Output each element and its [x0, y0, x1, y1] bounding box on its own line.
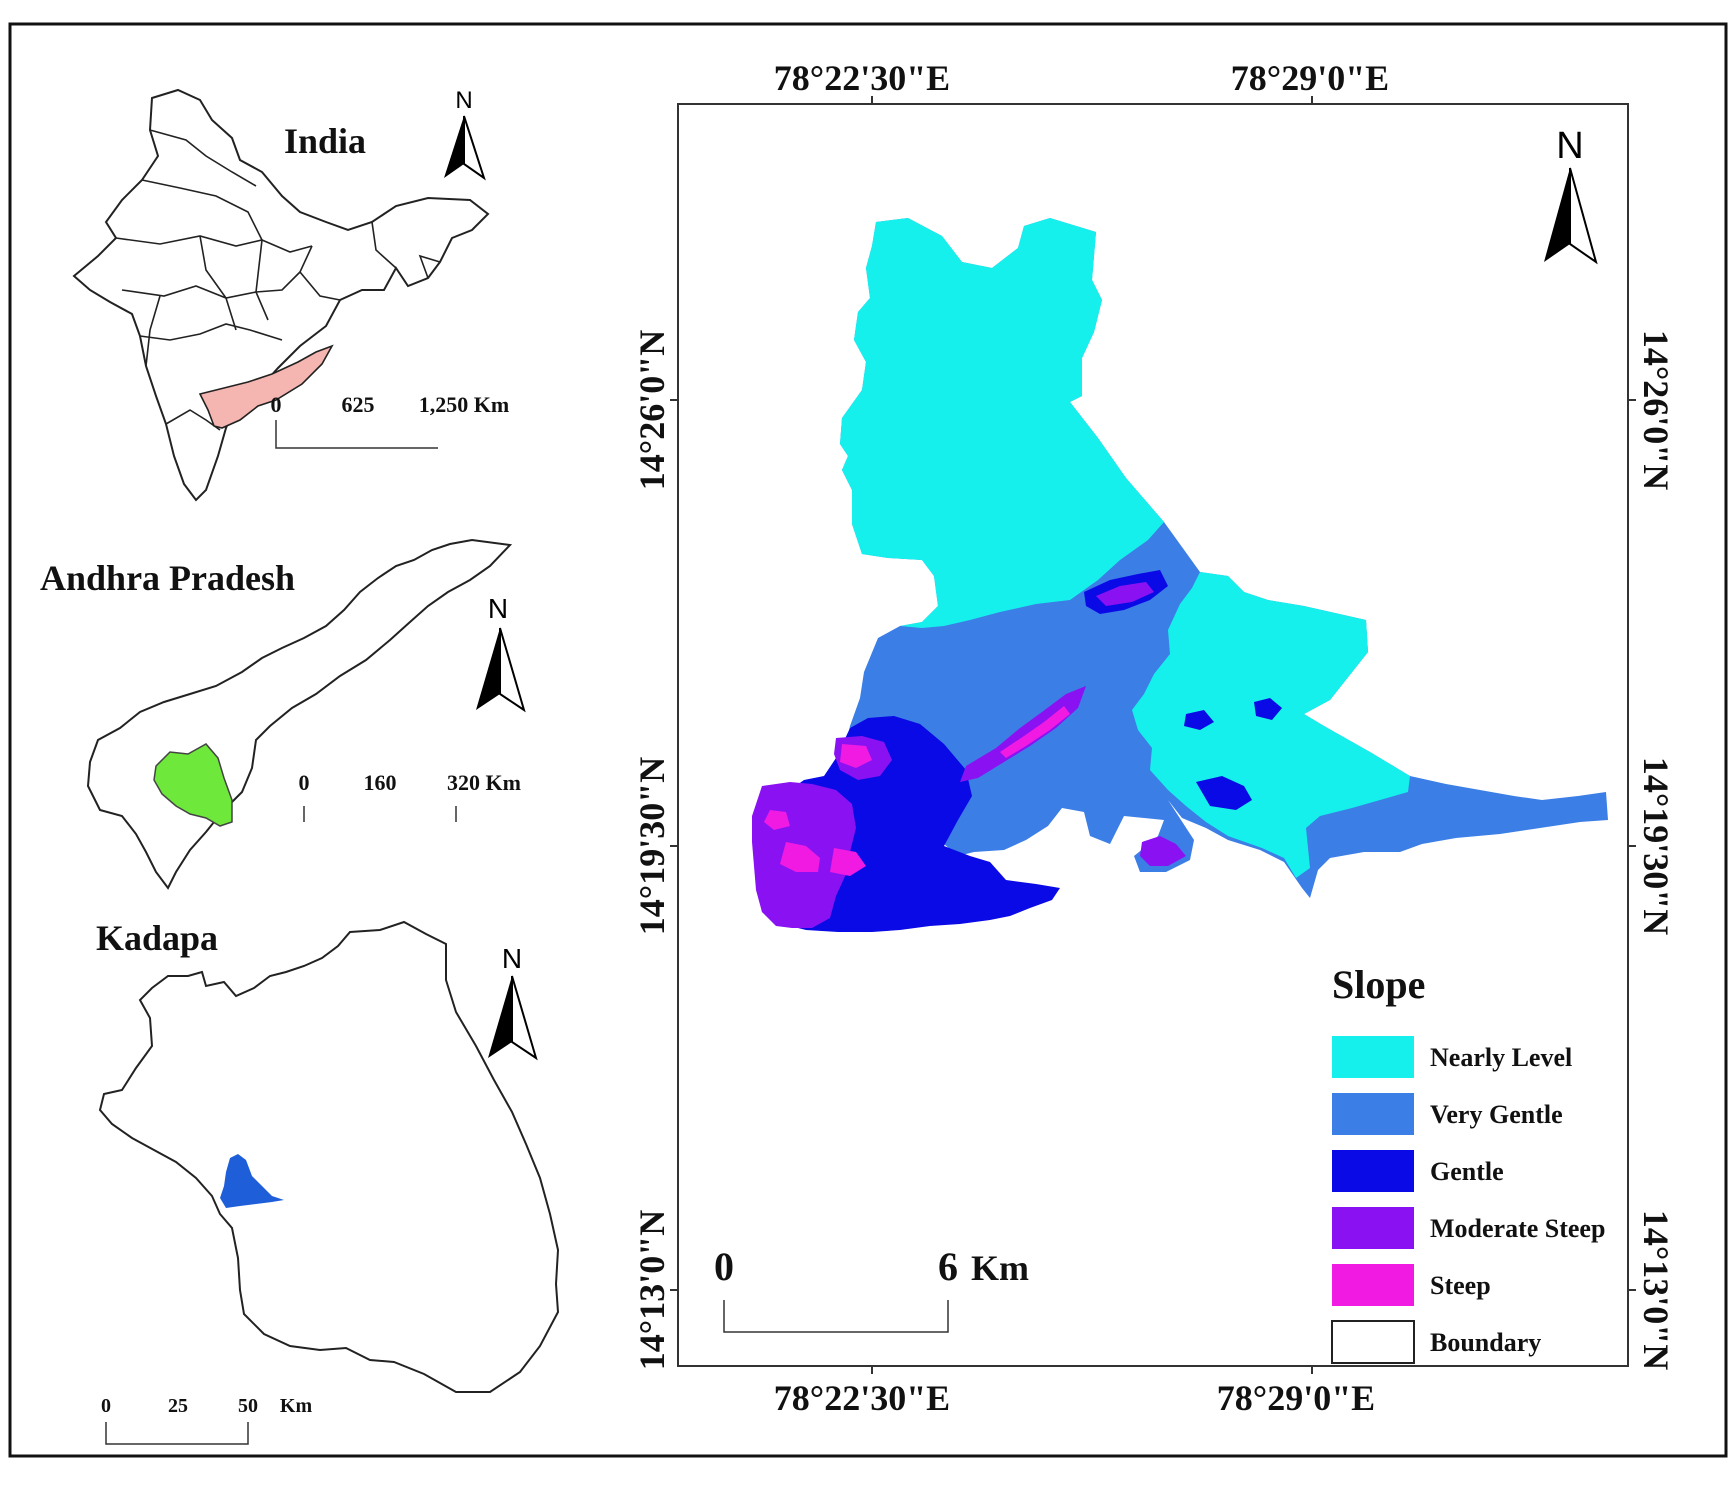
legend-swatch-steep	[1332, 1264, 1414, 1306]
right-tick-label-3: 14°13'0"N	[1636, 1210, 1676, 1370]
left-tick-label-1: 14°26'0"N	[632, 330, 672, 490]
india-scale-tick-1: 625	[342, 392, 375, 417]
main-scale-unit: Km	[971, 1248, 1029, 1288]
india-north-arrow: N	[444, 87, 486, 181]
zone-nearly-level-north	[840, 218, 1164, 628]
kadapa-north-letter: N	[502, 943, 522, 974]
kadapa-scale-tick-2: 50	[238, 1395, 258, 1417]
main-scale-bar: 0 6 Km	[714, 1244, 1029, 1333]
main-north-arrow: N	[1544, 125, 1598, 265]
india-scale-bar: 0 625 1,250 Km	[271, 392, 509, 449]
top-tick-label-2: 78°29'0"E	[1231, 58, 1389, 98]
legend-label-very-gentle: Very Gentle	[1430, 1100, 1563, 1129]
andhra-scale-tick-2: 320 Km	[447, 770, 521, 795]
kadapa-scale-tick-0: 0	[101, 1395, 111, 1417]
andhra-inset: Andhra Pradesh N 0 160 320 Km	[40, 538, 526, 890]
main-scale-start: 0	[714, 1244, 734, 1289]
slope-zones	[752, 218, 1608, 932]
andhra-scale-tick-0: 0	[299, 770, 310, 795]
slope-legend: Slope Nearly Level Very Gentle Gentle Moder…	[1331, 962, 1605, 1364]
main-map: 78°22'30"E 78°29'0"E 78°22'30"E 78°29'0"…	[632, 58, 1676, 1418]
andhra-scale-bar: 0 160 320 Km	[299, 770, 521, 822]
bottom-tick-label-1: 78°22'30"E	[774, 1378, 950, 1418]
right-tick-label-1: 14°26'0"N	[1636, 330, 1676, 490]
main-north-letter: N	[1556, 125, 1583, 167]
zone-steep-3	[840, 744, 872, 768]
kadapa-title: Kadapa	[96, 918, 218, 958]
andhra-title: Andhra Pradesh	[40, 558, 295, 598]
legend-swatch-very-gentle	[1332, 1093, 1414, 1135]
india-inset: India N 0 625 1,250 Km	[72, 87, 509, 502]
india-north-letter: N	[455, 87, 472, 114]
legend-swatch-gentle	[1332, 1150, 1414, 1192]
andhra-scale-tick-1: 160	[364, 770, 397, 795]
kadapa-outline	[98, 920, 560, 1393]
zone-steep-2	[830, 848, 866, 876]
zone-southeast-moderate	[1140, 836, 1186, 866]
kadapa-scale-unit: Km	[280, 1395, 313, 1417]
legend-title: Slope	[1332, 962, 1425, 1007]
zone-nearly-level-east	[1132, 572, 1410, 878]
legend-label-nearly-level: Nearly Level	[1430, 1043, 1572, 1072]
zone-upper-moderate	[1096, 582, 1154, 606]
india-outline	[72, 88, 490, 502]
andhra-north-letter: N	[488, 593, 508, 624]
zone-ridge-pink	[1000, 706, 1070, 758]
andhra-north-arrow: N	[476, 593, 526, 713]
kadapa-scale-tick-1: 25	[168, 1395, 188, 1417]
kadapa-north-arrow: N	[488, 943, 538, 1061]
right-tick-label-2: 14°19'30"N	[1636, 757, 1676, 935]
legend-label-steep: Steep	[1430, 1271, 1491, 1300]
main-scale-end: 6	[938, 1244, 958, 1289]
graticule-ticks	[670, 96, 1636, 1374]
legend-label-moderate-steep: Moderate Steep	[1430, 1214, 1605, 1243]
zone-east-gentle-2	[1254, 698, 1282, 720]
legend-swatch-moderate-steep	[1332, 1207, 1414, 1249]
india-scale-tick-2: 1,250 Km	[419, 392, 509, 417]
bottom-tick-label-2: 78°29'0"E	[1217, 1378, 1375, 1418]
india-andhra-highlight	[198, 344, 334, 429]
kadapa-study-area-highlight	[220, 1154, 284, 1208]
zone-ridge-moderate	[960, 686, 1086, 782]
left-tick-label-2: 14°19'30"N	[632, 757, 672, 935]
legend-swatch-boundary	[1331, 1320, 1415, 1364]
legend-label-gentle: Gentle	[1430, 1157, 1504, 1186]
india-title: India	[284, 121, 366, 161]
india-scale-tick-0: 0	[271, 392, 282, 417]
legend-swatch-nearly-level	[1332, 1036, 1414, 1078]
zone-steep-4	[764, 810, 790, 830]
left-tick-label-3: 14°13'0"N	[632, 1210, 672, 1370]
andhra-kadapa-highlight	[153, 743, 233, 827]
india-state-borders	[115, 129, 441, 431]
kadapa-scale-bar: 0 25 50 Km	[101, 1395, 313, 1445]
top-tick-label-1: 78°22'30"E	[774, 58, 950, 98]
zone-east-gentle-3	[1184, 710, 1214, 730]
legend-label-boundary: Boundary	[1430, 1328, 1541, 1357]
kadapa-inset: Kadapa N 0 25 50 Km	[96, 918, 560, 1445]
zone-east-gentle-1	[1196, 776, 1252, 810]
zone-steep-1	[780, 842, 820, 872]
